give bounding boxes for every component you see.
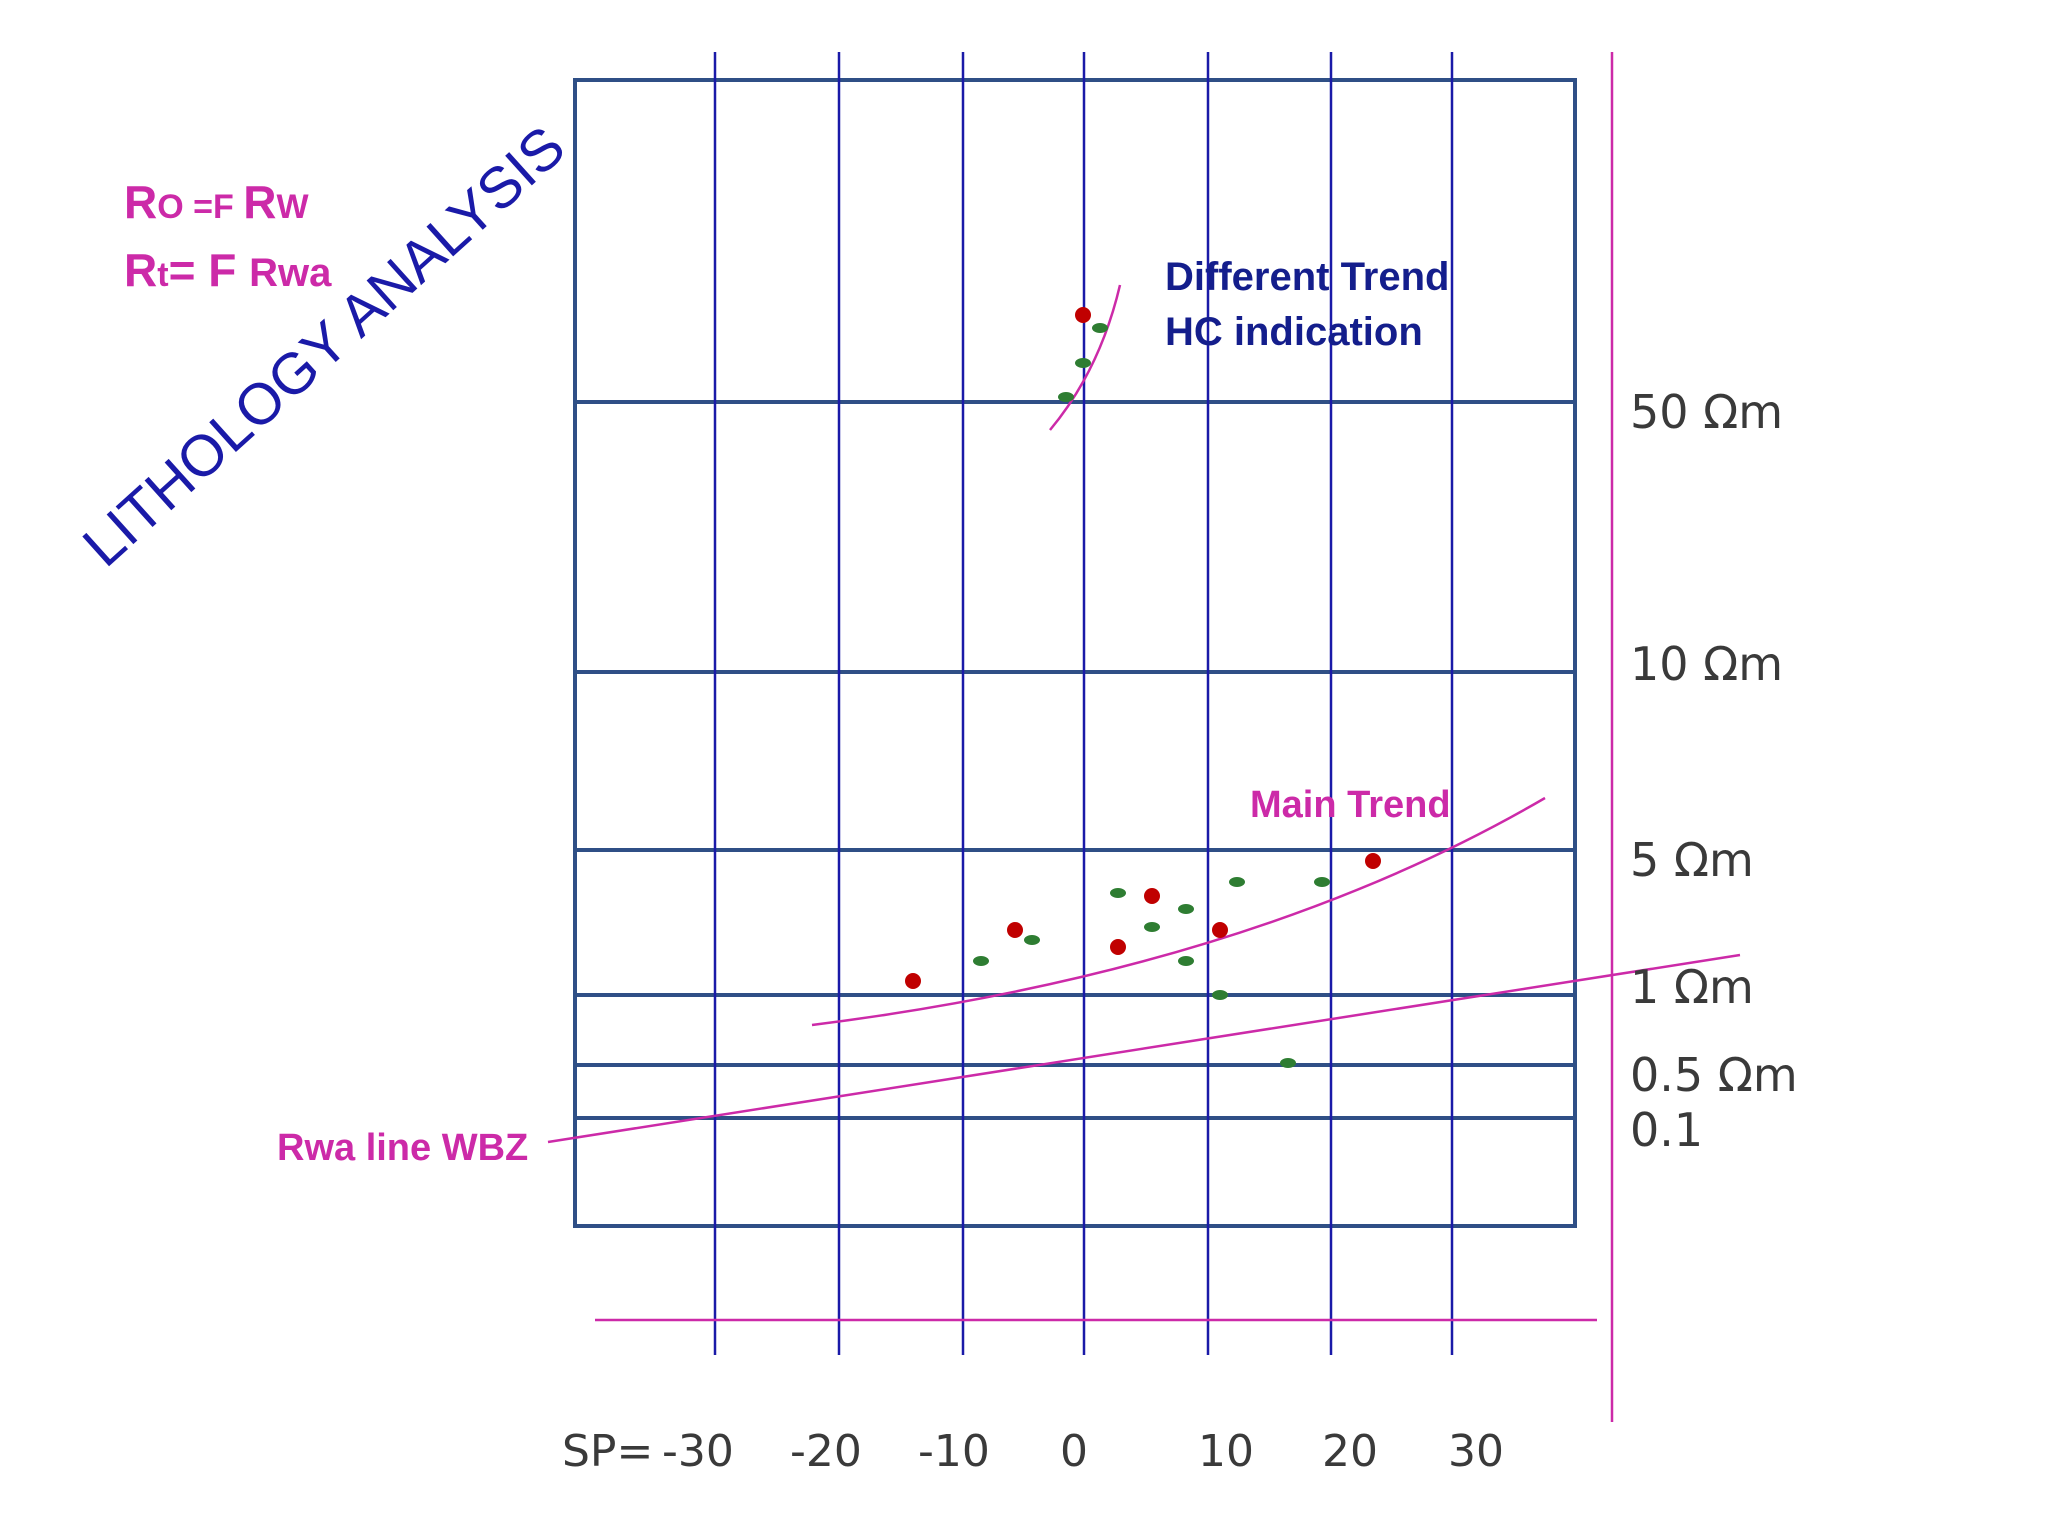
eq-ro-op: =F [183, 188, 244, 226]
eq-rt-rhs: Rwa [249, 251, 332, 295]
resistivity-label-5: 5 Ωm [1630, 833, 1754, 887]
sp-tick-label: 0 [1060, 1426, 1088, 1477]
resistivity-label-1: 1 Ωm [1630, 960, 1754, 1014]
green-point [1110, 888, 1126, 898]
red-point [1075, 307, 1091, 323]
main-trend-curve [811, 796, 1546, 1027]
green-point [1144, 922, 1160, 932]
green-point [1178, 904, 1194, 914]
green-point [1212, 990, 1228, 1000]
sp-tick-label: 10 [1198, 1426, 1254, 1477]
resistivity-label-0-5: 0.5 Ωm [1630, 1048, 1798, 1102]
green-point [1058, 392, 1074, 402]
equation-rt: Rt= F Rwa [124, 243, 331, 297]
sp-tick-label: 30 [1448, 1426, 1504, 1477]
rwa-line-label: Rwa line WBZ [277, 1127, 529, 1169]
green-point [973, 956, 989, 966]
resistivity-label-0-1: 0.1 [1630, 1103, 1704, 1157]
eq-rt-lhs: R [124, 244, 158, 296]
different-trend-curve [1049, 284, 1122, 431]
sp-tick-label: -30 [662, 1426, 734, 1477]
rwa-line [547, 953, 1741, 1144]
green-point [1280, 1058, 1296, 1068]
green-points [973, 323, 1330, 1068]
red-point [905, 973, 921, 989]
sp-prefix-label: SP= [562, 1426, 654, 1477]
eq-rt-lhs-sub: t [157, 256, 169, 294]
red-point [1110, 939, 1126, 955]
green-point [1024, 935, 1040, 945]
green-point [1092, 323, 1108, 333]
red-point [1365, 853, 1381, 869]
eq-rt-op: = F [168, 244, 250, 296]
red-point [1144, 888, 1160, 904]
green-point [1075, 358, 1091, 368]
resistivity-label-50: 50 Ωm [1630, 385, 1784, 439]
different-trend-label: Different Trend [1165, 255, 1450, 299]
green-point [1314, 877, 1330, 887]
main-trend-label: Main Trend [1250, 784, 1451, 826]
red-points [905, 307, 1381, 989]
red-point [1212, 922, 1228, 938]
resistivity-label-10: 10 Ωm [1630, 637, 1784, 691]
equation-ro: RO =F RW [124, 175, 309, 229]
sp-tick-label: -20 [790, 1426, 862, 1477]
sp-tick-label: -10 [918, 1426, 990, 1477]
sp-tick-label: 20 [1322, 1426, 1378, 1477]
red-point [1007, 922, 1023, 938]
eq-ro-rhs: R [243, 176, 277, 228]
eq-ro-lhs-sub: O [157, 188, 184, 226]
hc-indication-label: HC indication [1165, 310, 1423, 354]
eq-ro-rhs-sub: W [276, 188, 309, 226]
eq-ro-lhs: R [124, 176, 158, 228]
green-point [1229, 877, 1245, 887]
green-point [1178, 956, 1194, 966]
chart-frame [573, 78, 1577, 1228]
